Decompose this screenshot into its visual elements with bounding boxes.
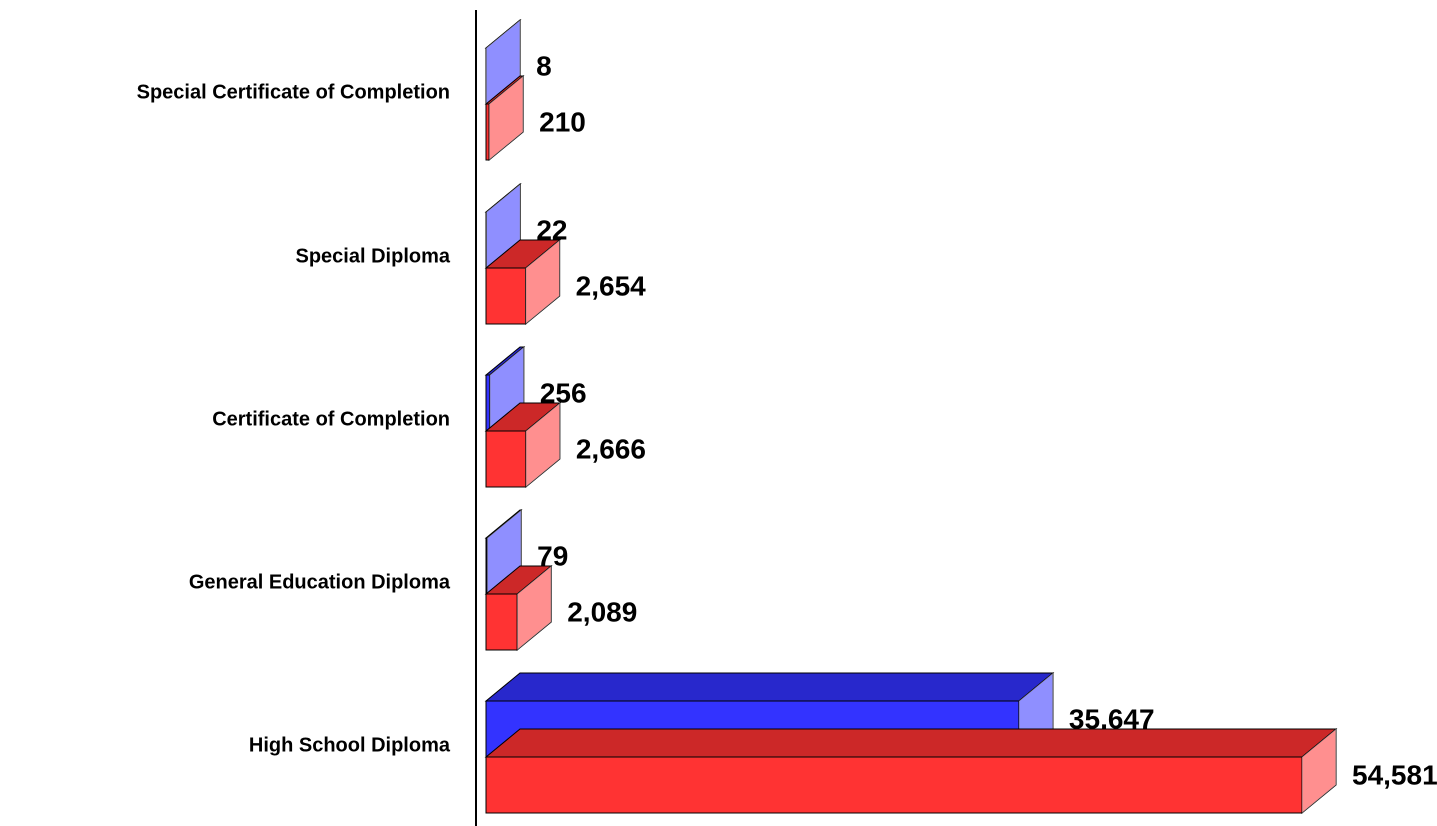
bar-side-tint	[517, 566, 552, 650]
bar-side-tint	[525, 403, 560, 487]
bar-top-shade	[486, 566, 552, 594]
bar-side-tint	[487, 510, 522, 594]
bar-front	[485, 374, 491, 432]
category-label: General Education Diploma	[189, 571, 451, 593]
bar-front	[485, 430, 527, 488]
bar-top-shade	[486, 729, 1336, 757]
bar-side	[525, 238, 561, 326]
bar-side-tint	[1302, 729, 1336, 813]
category-label: Certificate of Completion	[212, 408, 450, 430]
value-label: 2,654	[576, 270, 646, 301]
bar-top-shade	[486, 403, 560, 431]
bar-side-tint	[486, 20, 521, 104]
bar-front	[485, 756, 1303, 814]
value-label: 2,089	[567, 596, 637, 627]
value-label: 2,666	[576, 433, 646, 464]
value-label: 54,581	[1352, 759, 1437, 790]
bar-side	[1301, 727, 1337, 815]
bar-side	[488, 74, 524, 162]
value-label: 8	[536, 50, 552, 81]
bar-side	[525, 401, 561, 489]
bar-top-shade	[486, 347, 524, 375]
bar-top-shade	[486, 240, 560, 268]
value-label: 210	[539, 106, 586, 137]
bar-side-tint	[489, 76, 524, 160]
bar-front	[485, 593, 518, 651]
bar-side-tint	[525, 240, 560, 324]
category-label: High School Diploma	[249, 734, 451, 756]
bar-front	[485, 267, 527, 325]
bar-side	[516, 564, 552, 652]
category-label: Special Certificate of Completion	[137, 81, 450, 103]
bar-top-shade	[486, 673, 1053, 701]
category-label: Special Diploma	[296, 245, 451, 267]
